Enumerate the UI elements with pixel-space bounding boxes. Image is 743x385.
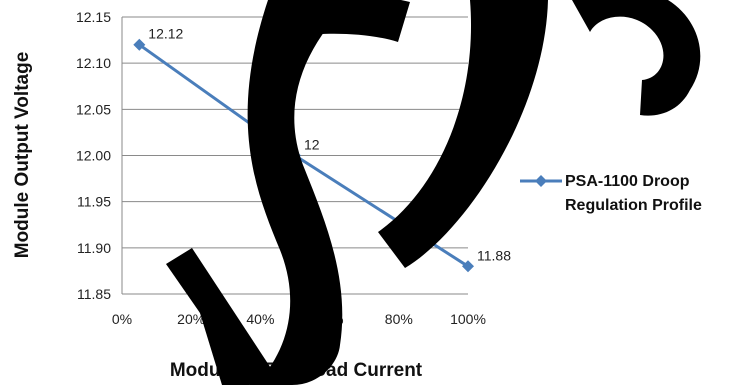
watermark-stroke-c-bottom (378, 0, 548, 268)
x-tick-label: 20% (177, 311, 205, 327)
y-axis-ticks: 11.85 11.90 11.95 12.00 12.05 12.10 12.15 (76, 9, 111, 302)
x-tick-label: 0% (112, 311, 132, 327)
y-tick-label: 12.10 (76, 55, 111, 71)
y-tick-label: 11.90 (77, 240, 111, 256)
legend: PSA-1100 Droop Regulation Profile (520, 173, 702, 214)
data-point-marker (133, 38, 146, 51)
y-axis-title: Module Output Voltage (12, 52, 33, 259)
legend-label-line-1: PSA-1100 Droop (565, 173, 690, 190)
y-tick-label: 12.15 (76, 9, 111, 25)
x-tick-label: 100% (450, 311, 486, 327)
legend-marker (535, 175, 547, 187)
watermark (166, 0, 701, 385)
data-labels: 12.12 12 11.88 (148, 26, 511, 264)
watermark-stroke-t-stem (196, 296, 250, 385)
y-tick-label: 12.05 (76, 101, 111, 117)
x-tick-label: 80% (385, 311, 413, 327)
data-point-marker (462, 260, 474, 273)
watermark-stroke-o (572, 0, 701, 116)
y-tick-label: 11.95 (77, 194, 111, 210)
data-label: 12.12 (148, 26, 183, 42)
data-label: 11.88 (477, 247, 511, 263)
legend-label-line-2: Regulation Profile (565, 197, 702, 214)
x-tick-label: 40% (246, 311, 274, 327)
data-label: 12 (304, 137, 320, 153)
watermark-stroke-s (247, 0, 352, 385)
y-tick-label: 11.85 (77, 286, 111, 302)
y-tick-label: 12.00 (76, 148, 111, 164)
